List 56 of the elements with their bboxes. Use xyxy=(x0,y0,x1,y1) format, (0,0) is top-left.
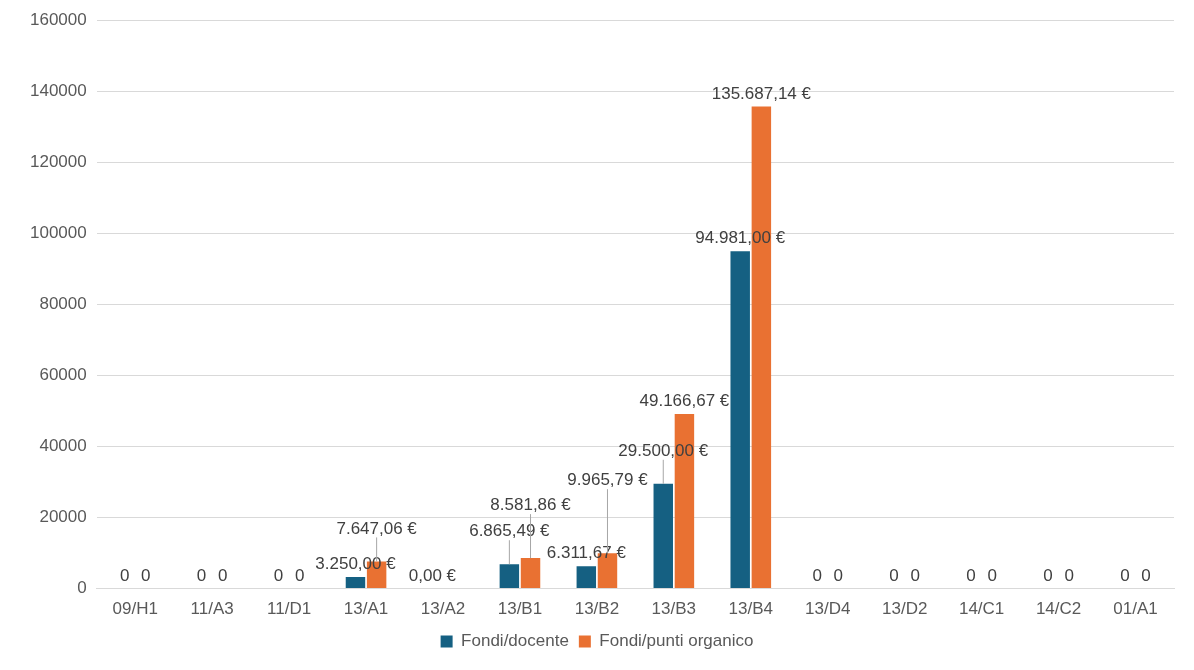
x-tick-label: 13/B1 xyxy=(497,599,543,619)
bar xyxy=(499,564,520,589)
data-label: 0 xyxy=(1120,565,1130,585)
bar xyxy=(345,577,366,589)
data-label: 0 xyxy=(1064,565,1074,585)
data-label: 0 xyxy=(889,565,899,585)
data-label: 0 xyxy=(812,565,822,585)
x-tick-label: 13/B2 xyxy=(574,599,620,619)
data-label: 0 xyxy=(294,565,305,585)
data-label: 0 xyxy=(141,565,151,585)
x-tick-label: 14/C2 xyxy=(1035,599,1082,619)
y-tick-label: 60000 xyxy=(39,365,87,385)
x-tick-label: 13/A2 xyxy=(420,599,466,619)
data-label: 6.865,49 € xyxy=(469,521,551,541)
x-tick-label: 13/A1 xyxy=(343,599,389,619)
data-label: 9.965,79 € xyxy=(567,470,649,490)
data-label: 0 xyxy=(910,565,920,585)
x-tick-label: 11/A3 xyxy=(190,599,234,619)
data-label: 0 xyxy=(273,565,284,585)
data-label: 0 xyxy=(1043,565,1053,585)
x-tick-label: 09/H1 xyxy=(112,599,158,619)
data-label: 49.166,67 € xyxy=(639,391,730,411)
y-tick-label: 0 xyxy=(77,578,87,598)
bar xyxy=(730,251,750,589)
x-tick-label: 14/C1 xyxy=(958,599,1005,619)
y-tick-label: 100000 xyxy=(29,223,87,243)
data-label: 0 xyxy=(966,565,976,585)
y-tick-label: 120000 xyxy=(29,151,87,171)
data-label: 7.647,06 € xyxy=(336,518,418,538)
y-tick-label: 160000 xyxy=(29,9,87,29)
data-label: 6.311,67 € xyxy=(546,543,627,563)
y-tick-label: 140000 xyxy=(29,80,87,100)
x-tick-label: 13/B4 xyxy=(728,599,773,619)
data-label: 0 xyxy=(218,565,228,585)
data-label: 3.250,00 € xyxy=(315,554,397,574)
data-label: 135.687,14 € xyxy=(711,83,812,103)
bar xyxy=(653,483,673,589)
legend-label: Fondi/punti organico xyxy=(599,631,754,651)
data-label: 0 xyxy=(196,565,207,585)
data-label: 0 xyxy=(833,565,844,585)
data-label: 0 xyxy=(1141,565,1151,585)
x-tick-label: 13/D4 xyxy=(805,599,851,619)
legend-label: Fondi/docente xyxy=(461,631,569,651)
x-tick-label: 13/D2 xyxy=(881,599,928,619)
x-tick-label: 11/D1 xyxy=(267,599,312,619)
bar xyxy=(576,566,597,589)
bar xyxy=(520,558,541,589)
y-tick-label: 20000 xyxy=(39,507,87,527)
data-label: 8.581,86 € xyxy=(490,495,572,515)
data-label: 0,00 € xyxy=(408,565,457,585)
data-label: 0 xyxy=(987,565,997,585)
y-tick-label: 80000 xyxy=(39,294,87,314)
x-tick-label: 01/A1 xyxy=(1113,599,1158,619)
x-tick-label: 13/B3 xyxy=(651,599,697,619)
data-label: 0 xyxy=(119,565,130,585)
y-tick-label: 40000 xyxy=(39,436,87,456)
